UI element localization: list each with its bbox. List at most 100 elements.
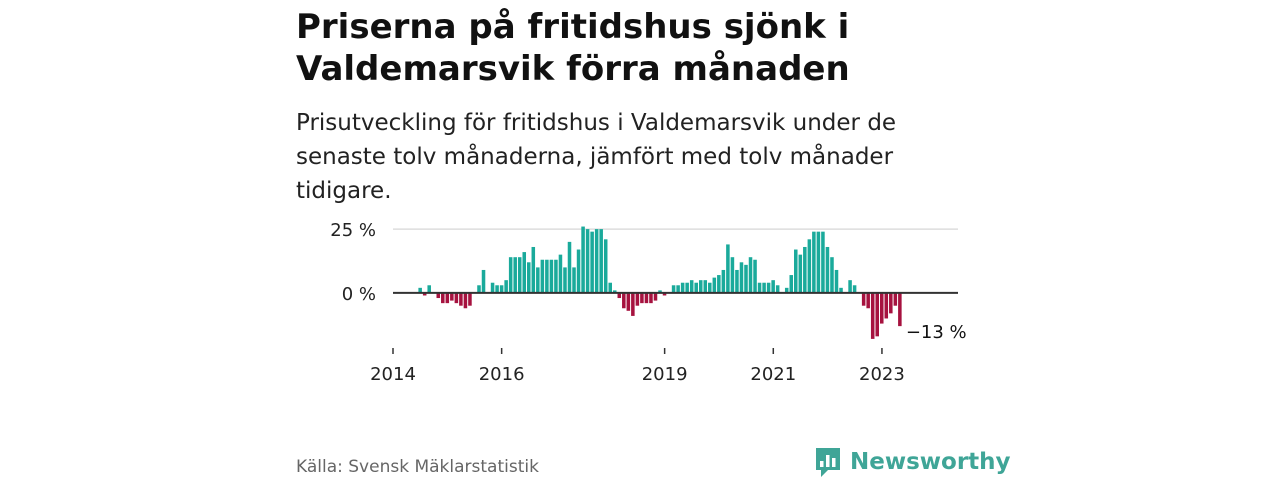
bar bbox=[708, 282, 712, 293]
x-tick-label: 2023 bbox=[859, 364, 905, 385]
bar bbox=[590, 231, 594, 293]
bar bbox=[798, 254, 803, 293]
bar bbox=[775, 285, 780, 293]
bar bbox=[784, 287, 789, 293]
bar bbox=[585, 229, 590, 293]
bar bbox=[744, 264, 748, 293]
bar bbox=[662, 292, 667, 296]
bar bbox=[463, 292, 468, 309]
bar bbox=[499, 285, 504, 293]
bar bbox=[748, 257, 753, 293]
bar bbox=[852, 285, 857, 293]
bar bbox=[658, 290, 662, 293]
bar bbox=[599, 229, 603, 293]
bar bbox=[477, 285, 481, 293]
y-tick-label: 25 % bbox=[330, 222, 376, 241]
bar bbox=[522, 252, 527, 293]
bar bbox=[807, 239, 812, 293]
bar bbox=[644, 292, 649, 304]
bar bbox=[649, 292, 653, 304]
axis-layer: 25 % 0 % 2014 2016 2019 2021 2023−13 % bbox=[330, 222, 966, 385]
bar bbox=[884, 292, 889, 319]
bar bbox=[848, 280, 852, 293]
bar bbox=[635, 292, 640, 306]
bar bbox=[622, 292, 626, 309]
x-tick-label: 2021 bbox=[750, 364, 796, 385]
bar bbox=[689, 280, 694, 293]
bar bbox=[581, 226, 585, 293]
bar bbox=[766, 282, 771, 293]
bar bbox=[536, 267, 540, 293]
bar bbox=[545, 259, 549, 293]
bar bbox=[803, 246, 807, 293]
brand-name: Newsworthy bbox=[850, 449, 1011, 475]
bar bbox=[436, 292, 441, 299]
bar bbox=[549, 259, 554, 293]
bar bbox=[816, 231, 821, 293]
bar-chart: 25 % 0 % 2014 2016 2019 2021 2023−13 % bbox=[330, 222, 966, 385]
bar bbox=[481, 269, 486, 293]
bar bbox=[563, 267, 567, 293]
chart-title: Priserna på fritidshus sjönk i Valdemars… bbox=[296, 7, 850, 89]
brand: Newsworthy bbox=[814, 444, 1011, 480]
bar bbox=[893, 292, 898, 306]
bar bbox=[839, 287, 843, 293]
x-tick-label: 2016 bbox=[479, 364, 525, 385]
bar bbox=[527, 262, 531, 293]
bar bbox=[504, 280, 508, 293]
bar bbox=[757, 282, 762, 293]
bar bbox=[603, 239, 608, 293]
bar bbox=[427, 285, 431, 293]
bar bbox=[558, 254, 563, 293]
bar bbox=[825, 246, 830, 293]
bar bbox=[717, 275, 721, 293]
bar bbox=[739, 262, 744, 293]
bar bbox=[617, 292, 622, 299]
bar bbox=[508, 257, 513, 293]
bar bbox=[517, 257, 522, 293]
bar bbox=[721, 269, 726, 293]
bar bbox=[821, 231, 825, 293]
bar bbox=[422, 292, 427, 296]
bar bbox=[680, 282, 685, 293]
bar bbox=[861, 292, 866, 306]
bar bbox=[789, 275, 794, 293]
bar bbox=[495, 285, 499, 293]
bar bbox=[889, 292, 893, 314]
bar bbox=[870, 292, 875, 339]
bar bbox=[540, 259, 545, 293]
bar bbox=[830, 257, 834, 293]
bar bbox=[450, 292, 454, 301]
bar bbox=[554, 259, 558, 293]
bar bbox=[712, 277, 717, 293]
bar bbox=[441, 292, 445, 304]
bar bbox=[875, 292, 879, 337]
bar bbox=[594, 229, 599, 293]
bar bbox=[879, 292, 884, 324]
bar bbox=[459, 292, 463, 306]
bar bbox=[834, 269, 839, 293]
bar bbox=[898, 292, 902, 327]
bar bbox=[567, 241, 572, 293]
bar bbox=[631, 292, 635, 316]
bar bbox=[531, 246, 536, 293]
bar bbox=[626, 292, 631, 311]
bar bbox=[685, 282, 689, 293]
bar bbox=[730, 257, 735, 293]
newsworthy-logo-icon bbox=[816, 448, 840, 477]
x-tick-label: 2019 bbox=[642, 364, 688, 385]
bar bbox=[653, 292, 658, 301]
bar bbox=[454, 292, 459, 304]
bar bbox=[676, 285, 680, 293]
bars-layer bbox=[418, 226, 902, 339]
bar bbox=[794, 249, 798, 293]
last-value-annotation: −13 % bbox=[906, 322, 967, 343]
bar bbox=[812, 231, 816, 293]
chart-subtitle: Prisutveckling för fritidshus i Valdemar… bbox=[296, 110, 897, 204]
bar bbox=[608, 282, 612, 293]
bar bbox=[762, 282, 766, 293]
header: Priserna på fritidshus sjönk i Valdemars… bbox=[296, 0, 996, 480]
bar bbox=[771, 280, 775, 293]
bar bbox=[572, 267, 576, 293]
bar bbox=[490, 282, 495, 293]
